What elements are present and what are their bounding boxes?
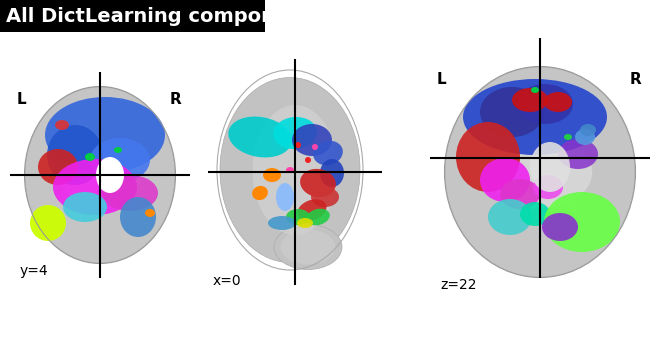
Ellipse shape [53, 159, 137, 215]
Ellipse shape [63, 192, 107, 222]
Ellipse shape [480, 87, 544, 137]
Ellipse shape [47, 125, 103, 185]
Ellipse shape [575, 129, 595, 145]
Ellipse shape [312, 144, 318, 150]
Ellipse shape [530, 142, 570, 192]
Ellipse shape [292, 124, 332, 156]
Ellipse shape [544, 192, 620, 252]
Text: R: R [630, 72, 642, 87]
Ellipse shape [456, 122, 520, 192]
Ellipse shape [268, 216, 296, 230]
Ellipse shape [271, 180, 325, 230]
Ellipse shape [297, 218, 313, 228]
Ellipse shape [85, 153, 95, 161]
Ellipse shape [512, 88, 548, 112]
Ellipse shape [306, 209, 330, 225]
Ellipse shape [45, 97, 165, 173]
Ellipse shape [298, 199, 327, 221]
Ellipse shape [30, 205, 66, 241]
Ellipse shape [252, 186, 268, 200]
Ellipse shape [564, 134, 572, 140]
Ellipse shape [445, 67, 635, 277]
Ellipse shape [220, 77, 360, 262]
Ellipse shape [274, 224, 342, 270]
Ellipse shape [311, 187, 339, 207]
Ellipse shape [120, 197, 156, 237]
Ellipse shape [314, 141, 343, 165]
Ellipse shape [286, 209, 310, 225]
Ellipse shape [305, 157, 311, 163]
Ellipse shape [38, 149, 78, 185]
Ellipse shape [558, 139, 598, 169]
Text: All DictLearning components: All DictLearning components [6, 7, 323, 26]
Ellipse shape [263, 168, 281, 182]
Ellipse shape [542, 213, 578, 241]
Ellipse shape [488, 135, 592, 209]
Ellipse shape [463, 79, 607, 155]
Ellipse shape [531, 87, 539, 93]
Ellipse shape [300, 169, 336, 197]
Ellipse shape [55, 120, 69, 130]
Ellipse shape [320, 159, 344, 187]
Ellipse shape [533, 175, 563, 199]
Text: x=0: x=0 [213, 274, 242, 288]
Ellipse shape [25, 87, 175, 263]
Ellipse shape [517, 84, 573, 124]
Ellipse shape [273, 117, 317, 149]
Ellipse shape [580, 124, 596, 136]
Ellipse shape [286, 167, 294, 173]
Ellipse shape [520, 202, 550, 226]
Ellipse shape [276, 183, 294, 211]
Text: L: L [437, 72, 447, 87]
Ellipse shape [253, 105, 337, 235]
Text: L: L [17, 92, 26, 107]
Text: y=4: y=4 [20, 264, 49, 278]
Ellipse shape [280, 230, 335, 265]
Ellipse shape [59, 144, 141, 206]
Text: z=22: z=22 [440, 278, 477, 292]
Ellipse shape [102, 175, 158, 211]
Ellipse shape [145, 209, 155, 217]
Ellipse shape [96, 157, 124, 193]
Ellipse shape [90, 138, 150, 182]
Ellipse shape [500, 179, 540, 209]
Ellipse shape [480, 158, 530, 202]
Ellipse shape [544, 92, 572, 112]
Ellipse shape [114, 147, 122, 153]
Text: R: R [170, 92, 182, 107]
Ellipse shape [488, 199, 532, 235]
Ellipse shape [228, 117, 292, 158]
FancyBboxPatch shape [0, 0, 265, 32]
Ellipse shape [295, 142, 301, 148]
